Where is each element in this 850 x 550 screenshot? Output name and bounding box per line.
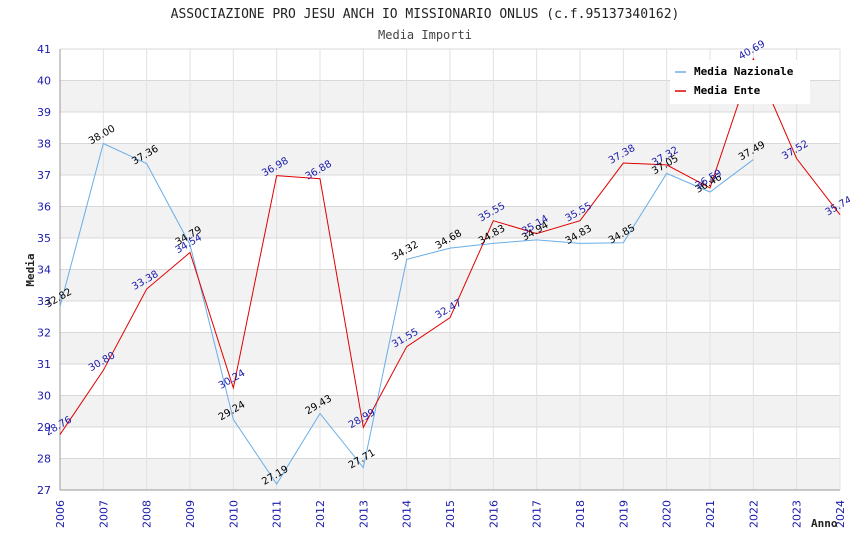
chart-title: ASSOCIAZIONE PRO JESU ANCH IO MISSIONARI… — [171, 7, 680, 22]
legend: Media Nazionale Media Ente — [670, 60, 810, 104]
series-lines — [59, 57, 841, 485]
y-tick-label: 35 — [37, 232, 51, 245]
x-tick-label: 2015 — [444, 500, 457, 528]
y-tick-label: 36 — [37, 201, 51, 214]
y-tick-label: 29 — [37, 421, 51, 434]
x-tick-label: 2008 — [141, 500, 154, 528]
legend-box — [670, 60, 810, 104]
x-axis-label: Anno — [811, 517, 838, 530]
x-tick-label: 2024 — [834, 500, 847, 528]
y-tick-label: 34 — [37, 264, 51, 277]
plot-bands — [59, 48, 841, 491]
y-tick-label: 27 — [37, 484, 51, 497]
x-tick-label: 2020 — [661, 500, 674, 528]
x-tick-label: 2007 — [97, 500, 110, 528]
chart-subtitle: Media Importi — [378, 28, 472, 42]
y-tick-label: 28 — [37, 453, 51, 466]
y-tick-label: 31 — [37, 358, 51, 371]
y-tick-label: 37 — [37, 169, 51, 182]
legend-label-media-ente: Media Ente — [694, 84, 761, 97]
x-tick-label: 2016 — [487, 500, 500, 528]
x-tick-label: 2022 — [747, 500, 760, 528]
x-tick-label: 2017 — [531, 500, 544, 528]
series-line-media-ente — [59, 57, 841, 435]
x-tick-label: 2018 — [574, 500, 587, 528]
y-tick-label: 33 — [37, 295, 51, 308]
x-tick-label: 2012 — [314, 500, 327, 528]
y-tick-label: 40 — [37, 75, 51, 88]
x-tick-label: 2021 — [704, 500, 717, 528]
y-tick-label: 38 — [37, 138, 51, 151]
x-axis-ticks: 2006 2007 2008 2009 2010 2011 2012 2013 2014 2015… — [54, 500, 847, 528]
x-tick-label: 2019 — [617, 500, 630, 528]
legend-label-media-nazionale: Media Nazionale — [694, 65, 794, 78]
x-tick-label: 2013 — [357, 500, 370, 528]
x-tick-label: 2010 — [227, 500, 240, 528]
y-tick-label: 30 — [37, 390, 51, 403]
y-tick-label: 39 — [37, 106, 51, 119]
y-axis-label: Media — [24, 253, 37, 286]
y-axis-ticks: 27 28 29 30 31 32 33 34 35 36 37 38 39 40 41 — [37, 43, 51, 497]
x-tick-label: 2006 — [54, 500, 67, 528]
x-tick-label: 2014 — [401, 500, 414, 528]
y-tick-label: 32 — [37, 327, 51, 340]
x-tick-label: 2009 — [184, 500, 197, 528]
x-tick-label: 2023 — [791, 500, 804, 528]
y-tick-label: 41 — [37, 43, 51, 56]
series-line-media-nazionale — [59, 142, 754, 485]
x-tick-label: 2011 — [271, 500, 284, 528]
